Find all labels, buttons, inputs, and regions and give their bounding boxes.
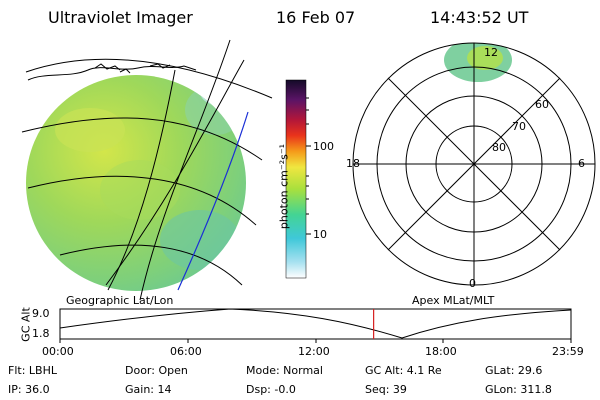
time-label: 14:43:52 UT (430, 8, 529, 27)
status-gc-alt: GC Alt: 4.1 Re (365, 364, 442, 377)
status-gain: Gain: 14 (125, 383, 172, 396)
date-label: 16 Feb 07 (276, 8, 356, 27)
status-glon: GLon: 311.8 (485, 383, 552, 396)
colorbar-tick-100: 100 (313, 140, 334, 153)
lat-label-70: 70 (512, 120, 526, 133)
status-filter: Flt: LBHL (8, 364, 57, 377)
instrument-title: Ultraviolet Imager (48, 8, 193, 27)
colorbar-tick-10: 10 (313, 228, 327, 241)
mlt-label-0: 0 (469, 277, 476, 290)
timeline-xtick-0600: 06:00 (170, 345, 202, 358)
orbit-line (177, 111, 249, 291)
timeline-xtick-0000: 00:00 (42, 345, 74, 358)
right-panel-label: Apex MLat/MLT (412, 294, 495, 307)
mlt-label-6: 6 (578, 157, 585, 170)
timeline-ylabel: GC Alt (19, 307, 33, 342)
status-seq: Seq: 39 (365, 383, 407, 396)
timeline-ytick-bottom: 1.8 (32, 327, 50, 340)
status-mode: Mode: Normal (246, 364, 323, 377)
mlt-label-12: 12 (484, 46, 498, 59)
status-ip: IP: 36.0 (8, 383, 50, 396)
lat-label-80: 80 (492, 141, 506, 154)
mlt-label-18: 18 (346, 157, 360, 170)
status-glat: GLat: 29.6 (485, 364, 543, 377)
timeline-xtick-2359: 23:59 (552, 345, 584, 358)
timeline-xtick-1200: 12:00 (298, 345, 330, 358)
left-panel-label: Geographic Lat/Lon (66, 294, 174, 307)
status-dsp: Dsp: -0.0 (246, 383, 296, 396)
timeline-xtick-1800: 18:00 (425, 345, 457, 358)
status-door: Door: Open (125, 364, 188, 377)
timeline-ytick-top: 9.0 (32, 307, 50, 320)
lat-label-60: 60 (535, 98, 549, 111)
lat-lon-grid (21, 39, 273, 301)
